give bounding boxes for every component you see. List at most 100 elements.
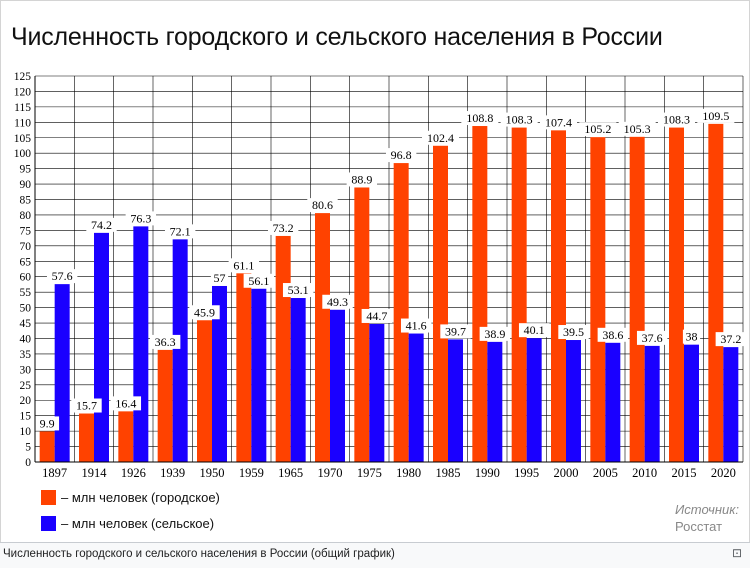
data-label-urban: 107.4: [545, 115, 572, 129]
bar-rural: [448, 339, 463, 462]
x-tick-label: 1897: [42, 466, 67, 480]
data-label-urban: 45.9: [194, 305, 215, 319]
bar-rural: [408, 333, 424, 462]
y-tick-label: 75: [20, 225, 32, 237]
data-label-bg: [243, 273, 275, 288]
bar-rural: [212, 285, 227, 462]
data-label-bg: [346, 172, 378, 187]
bar-rural: [290, 298, 306, 462]
bar-rural: [566, 340, 581, 462]
x-tick-label: 1995: [514, 466, 539, 480]
x-tick-label: 1975: [357, 466, 382, 480]
data-label-bg: [149, 334, 181, 349]
x-tick-label: 2000: [554, 466, 579, 480]
data-label-bg: [322, 294, 353, 309]
bar-rural: [94, 232, 109, 462]
data-label-urban: 36.3: [155, 335, 176, 349]
y-tick-label: 30: [20, 364, 32, 376]
data-label-bg: [164, 224, 196, 239]
x-tick-label: 1950: [200, 466, 225, 480]
y-tick-label: 45: [20, 318, 32, 330]
data-label-bg: [440, 324, 471, 339]
bar-rural: [369, 323, 385, 462]
image-caption: Численность городского и сельского насел…: [0, 542, 750, 568]
data-label-bg: [682, 329, 701, 344]
bar-urban: [551, 130, 566, 462]
data-label-bg: [715, 332, 747, 347]
legend-label-rural: – млн человек (сельское): [61, 515, 215, 531]
data-label-rural: 74.2: [91, 218, 112, 232]
legend-item-urban: – млн человек (городское): [41, 488, 220, 506]
y-tick-label: 0: [25, 457, 31, 469]
y-tick-label: 65: [20, 256, 32, 268]
data-label-urban: 108.8: [466, 111, 493, 125]
data-label-bg: [400, 318, 432, 333]
enlarge-icon[interactable]: ⊡: [731, 546, 742, 560]
data-label-urban: 73.2: [273, 221, 294, 235]
bar-urban: [39, 431, 55, 462]
bar-urban: [433, 145, 448, 462]
data-label-urban: 102.4: [427, 131, 454, 145]
bar-urban: [197, 320, 212, 462]
data-label-rural: 76.3: [130, 211, 151, 225]
x-tick-label: 1959: [239, 466, 264, 480]
data-label-urban: 88.9: [351, 172, 372, 186]
data-label-urban: 96.8: [391, 148, 412, 162]
bar-urban: [157, 349, 173, 462]
bar-urban: [354, 187, 370, 462]
x-tick-label: 1914: [82, 466, 108, 480]
data-label-rural: 56.1: [248, 274, 269, 288]
bar-rural: [723, 347, 739, 462]
data-label-urban: 61.1: [233, 258, 254, 272]
y-tick-label: 95: [20, 164, 32, 176]
data-label-urban: 105.3: [624, 122, 651, 136]
data-label-rural: 44.7: [366, 309, 387, 323]
data-label-rural: 57: [214, 271, 226, 285]
y-tick-label: 85: [20, 195, 32, 207]
source-label: Источник:: [675, 502, 739, 517]
data-label-bg: [361, 308, 393, 323]
y-tick-label: 15: [20, 411, 32, 423]
y-tick-label: 120: [14, 86, 32, 98]
x-tick-label: 2020: [711, 466, 736, 480]
bar-rural: [644, 345, 660, 462]
data-label-urban: 80.6: [312, 198, 333, 212]
bar-urban: [629, 136, 645, 462]
data-label-rural: 57.6: [52, 269, 73, 283]
bar-urban: [315, 213, 330, 462]
bar-rural: [251, 288, 267, 462]
data-label-bg: [558, 325, 589, 340]
bar-urban: [393, 163, 409, 462]
data-label-bg: [267, 220, 299, 235]
bar-rural: [487, 341, 503, 462]
source-value: Росстат: [675, 519, 723, 534]
data-label-bg: [500, 112, 538, 127]
data-label-bg: [189, 305, 220, 320]
y-tick-label: 60: [20, 272, 32, 284]
bar-urban: [708, 123, 724, 462]
data-label-bg: [46, 269, 78, 284]
source-note: Источник: Росстат: [675, 501, 739, 535]
data-label-rural: 38.9: [484, 327, 505, 341]
data-label-bg: [479, 326, 511, 341]
legend: – млн человек (городское) – млн человек …: [41, 488, 220, 540]
bar-urban: [511, 127, 527, 462]
caption-text: Численность городского и сельского насел…: [3, 548, 395, 560]
bar-chart: 0 5 10 15 20 25 30 35 40 45 50 55 60 65 70 75 80 85 90 95 10…: [14, 71, 747, 480]
chart-frame: Численность городского и сельского насел…: [0, 0, 750, 543]
data-label-urban: 108.3: [663, 113, 690, 127]
data-label-bg: [71, 398, 102, 413]
y-tick-label: 90: [20, 179, 32, 191]
x-tick-label: 2005: [593, 466, 618, 480]
bar-rural: [54, 284, 70, 462]
x-tick-label: 1980: [396, 466, 421, 480]
data-label-bg: [86, 217, 117, 232]
data-label-bg: [110, 396, 142, 411]
x-tick-label: 1926: [121, 466, 146, 480]
y-tick-label: 105: [14, 133, 32, 145]
data-label-bg: [228, 258, 260, 273]
y-tick-label: 110: [14, 117, 31, 129]
data-label-bg: [461, 111, 499, 126]
data-label-urban: 108.3: [506, 113, 533, 127]
bar-rural: [172, 239, 188, 462]
